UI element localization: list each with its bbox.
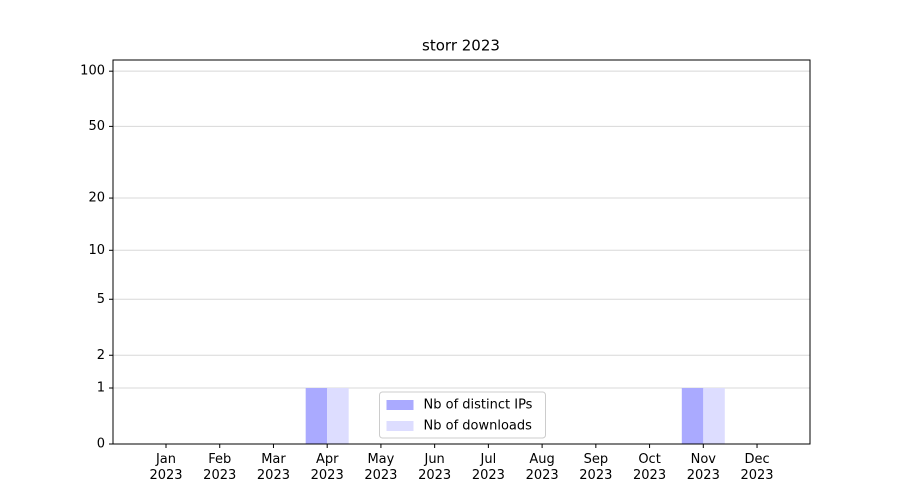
plot-frame — [112, 59, 811, 445]
x-tick-label: Nov 2023 — [686, 452, 720, 483]
legend-label: Nb of distinct IPs — [424, 398, 533, 413]
x-tick-label: Dec 2023 — [740, 452, 774, 483]
x-tick-label: Jan 2023 — [149, 452, 183, 483]
legend-box — [379, 391, 546, 439]
y-tick-label: 20 — [88, 191, 105, 206]
x-tick-label: Mar 2023 — [256, 452, 290, 483]
chart-title: storr 2023 — [422, 37, 500, 55]
x-tick-label: Aug 2023 — [525, 452, 559, 483]
legend-label: Nb of downloads — [424, 419, 533, 434]
bar — [681, 388, 704, 444]
x-tick-label: Feb 2023 — [203, 452, 237, 483]
legend-swatch — [386, 421, 414, 431]
y-tick-label: 5 — [97, 292, 105, 307]
y-tick-label: 100 — [80, 64, 105, 79]
x-tick-label: Sep 2023 — [579, 452, 613, 483]
x-tick-label: Oct 2023 — [633, 452, 667, 483]
legend-swatch — [386, 400, 414, 410]
x-tick-label: Jul 2023 — [471, 452, 505, 483]
y-tick-label: 50 — [88, 119, 105, 134]
bar — [327, 388, 349, 444]
x-tick-label: Jun 2023 — [418, 452, 452, 483]
y-tick-label: 1 — [97, 381, 105, 396]
bar — [703, 388, 725, 444]
legend: Nb of distinct IPs Nb of downloads — [379, 391, 546, 439]
x-tick-label: Apr 2023 — [310, 452, 344, 483]
x-tick-label: May 2023 — [364, 452, 398, 483]
y-tick-label: 2 — [97, 348, 105, 363]
y-tick-label: 0 — [97, 437, 105, 452]
bar — [305, 388, 328, 444]
y-tick-label: 10 — [88, 243, 105, 258]
